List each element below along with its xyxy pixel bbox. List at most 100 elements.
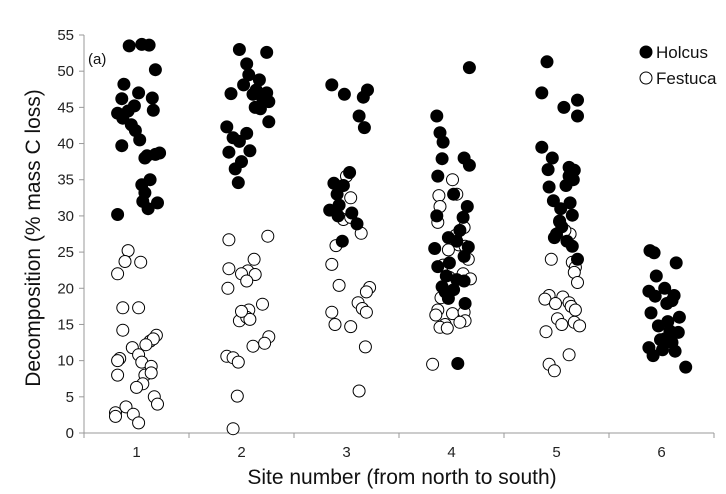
holcus-point bbox=[431, 260, 445, 274]
holcus-point bbox=[115, 92, 129, 106]
holcus-point bbox=[457, 249, 471, 263]
festuca-point bbox=[222, 262, 236, 276]
festuca-point bbox=[446, 173, 459, 187]
holcus-point bbox=[462, 61, 476, 75]
holcus-point bbox=[352, 109, 366, 123]
festuca-point bbox=[222, 233, 236, 247]
festuca-point bbox=[440, 321, 454, 335]
holcus-point bbox=[345, 206, 359, 220]
holcus-point bbox=[545, 151, 559, 165]
holcus-point bbox=[563, 196, 577, 210]
holcus-point bbox=[237, 78, 251, 92]
holcus-point bbox=[116, 111, 130, 125]
holcus-point bbox=[462, 158, 476, 172]
festuca-point bbox=[230, 389, 244, 403]
holcus-point bbox=[644, 306, 658, 320]
holcus-point bbox=[669, 256, 683, 270]
x-tick-label: 6 bbox=[657, 444, 665, 461]
festuca-point bbox=[226, 422, 240, 436]
festuca-point bbox=[332, 278, 346, 292]
festuca-point bbox=[248, 268, 262, 281]
holcus-point bbox=[146, 103, 160, 117]
x-tick-label: 5 bbox=[552, 444, 560, 461]
holcus-point bbox=[243, 144, 257, 158]
holcus-point bbox=[651, 319, 665, 333]
festuca-point bbox=[221, 281, 235, 295]
holcus-point bbox=[262, 95, 276, 109]
holcus-point bbox=[253, 102, 267, 116]
festuca-point bbox=[359, 285, 373, 299]
festuca-point bbox=[235, 304, 248, 318]
holcus-point bbox=[565, 208, 579, 222]
festuca-point bbox=[130, 380, 143, 394]
holcus-point bbox=[451, 357, 465, 370]
festuca-point bbox=[544, 252, 558, 266]
y-tick-label: 55 bbox=[57, 27, 74, 44]
holcus-point bbox=[430, 209, 444, 223]
holcus-point bbox=[660, 297, 674, 310]
holcus-point bbox=[122, 39, 136, 53]
y-axis-title: Decomposition (% mass C loss) bbox=[22, 89, 45, 387]
festuca-point bbox=[247, 252, 261, 266]
holcus-point bbox=[571, 252, 584, 266]
holcus-point bbox=[117, 77, 131, 91]
y-tick-label: 50 bbox=[57, 63, 74, 80]
holcus-point bbox=[436, 135, 450, 149]
holcus-point bbox=[111, 208, 125, 221]
festuca-point bbox=[426, 357, 440, 371]
festuca-point bbox=[240, 274, 254, 288]
holcus-point bbox=[453, 223, 467, 237]
festuca-point bbox=[261, 229, 275, 243]
festuca-point bbox=[539, 325, 553, 339]
panel-label: (a) bbox=[88, 51, 106, 68]
legend-marker-festuca bbox=[639, 71, 653, 85]
festuca-point bbox=[453, 315, 467, 329]
holcus-point bbox=[672, 310, 686, 324]
holcus-point bbox=[456, 210, 470, 224]
festuca-point bbox=[555, 318, 569, 331]
holcus-point bbox=[141, 202, 155, 216]
holcus-point bbox=[232, 43, 246, 56]
holcus-point bbox=[571, 109, 584, 123]
festuca-point bbox=[258, 336, 272, 350]
holcus-point bbox=[656, 343, 669, 357]
festuca-point bbox=[111, 354, 125, 368]
festuca-point bbox=[121, 244, 135, 258]
festuca-point bbox=[359, 305, 373, 319]
festuca-point bbox=[573, 319, 587, 333]
holcus-point bbox=[430, 109, 444, 123]
x-tick-label: 3 bbox=[342, 444, 350, 461]
holcus-point bbox=[343, 166, 357, 179]
holcus-point bbox=[262, 115, 276, 129]
y-tick-label: 15 bbox=[57, 316, 74, 333]
holcus-point bbox=[435, 152, 449, 166]
festuca-point bbox=[109, 409, 122, 423]
y-tick-label: 25 bbox=[57, 244, 74, 261]
festuca-point bbox=[549, 297, 562, 310]
holcus-point bbox=[138, 151, 152, 165]
festuca-point bbox=[344, 191, 358, 205]
festuca-point bbox=[432, 189, 446, 203]
holcus-point bbox=[151, 196, 164, 210]
festuca-point bbox=[256, 297, 269, 311]
holcus-point bbox=[535, 140, 549, 154]
holcus-point bbox=[431, 169, 445, 183]
holcus-point bbox=[132, 86, 146, 100]
holcus-point bbox=[148, 63, 162, 77]
holcus-point bbox=[541, 163, 555, 177]
holcus-point bbox=[115, 139, 129, 153]
legend-label-festuca: Festuca bbox=[656, 69, 717, 88]
festuca-point bbox=[139, 338, 153, 352]
holcus-point bbox=[457, 274, 471, 288]
festuca-point bbox=[358, 340, 372, 354]
holcus-point bbox=[458, 297, 472, 310]
holcus-point bbox=[145, 91, 159, 105]
holcus-point bbox=[133, 133, 147, 147]
y-tick-label: 5 bbox=[66, 389, 74, 406]
holcus-point bbox=[535, 86, 549, 100]
holcus-point bbox=[228, 162, 242, 176]
holcus-point bbox=[450, 234, 464, 248]
festuca-point bbox=[562, 348, 576, 362]
